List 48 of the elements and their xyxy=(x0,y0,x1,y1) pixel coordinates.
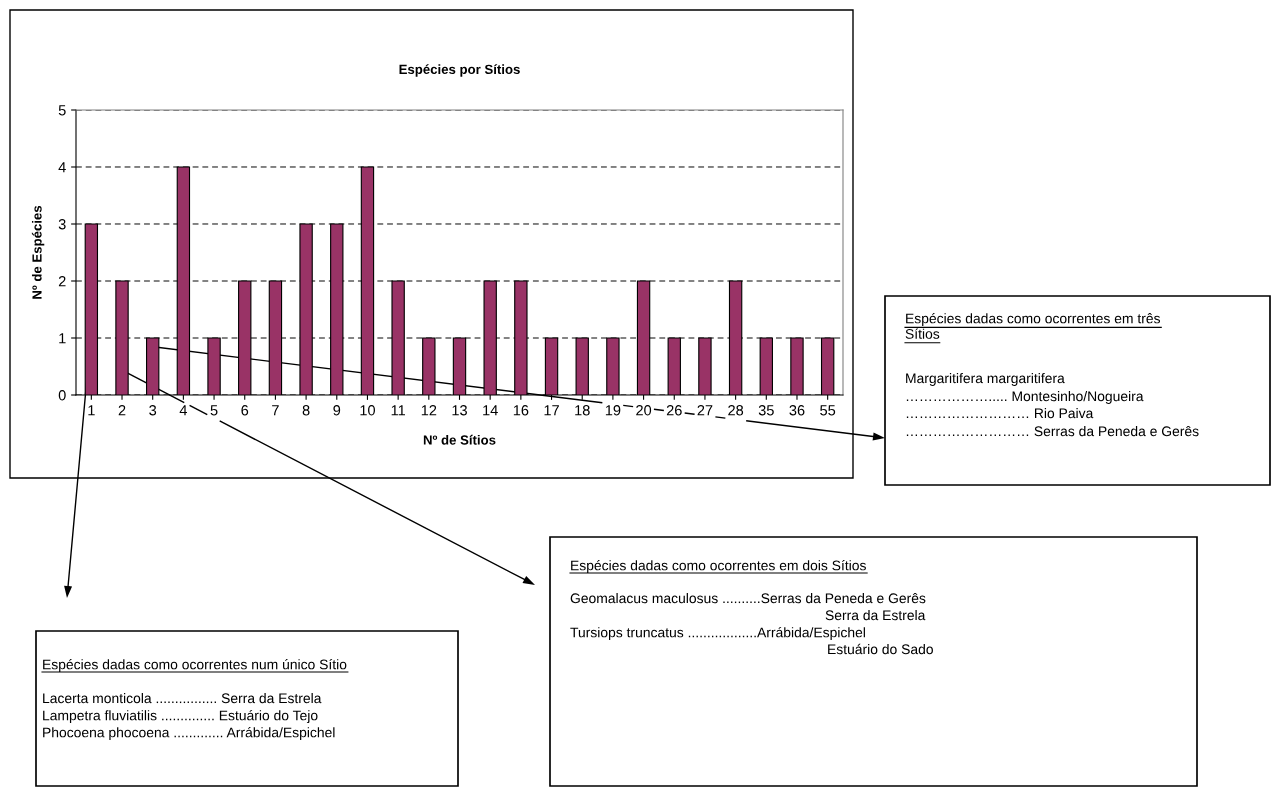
x-tick-label: 17 xyxy=(544,405,559,416)
y-tick-label: 1 xyxy=(59,333,66,344)
x-tick-label: 13 xyxy=(452,405,467,416)
text: Tursiops truncatus ..................Arrábida/Espichel xyxy=(570,627,865,641)
text: Espécies dadas como ocorrentes em três Sítios xyxy=(905,313,1161,339)
x-tick-label: 55 xyxy=(820,405,836,416)
y-axis-title: Nº de Espécies xyxy=(31,205,45,299)
text: ………………..... Montesinho/Nogueira xyxy=(906,391,1144,404)
x-tick-label: 36 xyxy=(789,405,805,416)
x-tick-label: 8 xyxy=(302,405,310,416)
text: Margaritifera margaritifera xyxy=(906,373,1065,386)
text: Espécies dadas como ocorrentes num único Sítio xyxy=(43,659,347,673)
x-tick-label: 6 xyxy=(241,405,249,416)
text: Phocoena phocoena ............. Arrábida/Espichel xyxy=(43,727,335,741)
text: Geomalacus maculosus ..........Serras da Peneda e Gerês xyxy=(570,592,926,604)
x-tick-label: 3 xyxy=(149,405,157,416)
x-tick-label: 35 xyxy=(758,405,774,416)
x-tick-label: 12 xyxy=(421,405,437,416)
x-tick-label: 20 xyxy=(636,405,652,416)
x-tick-label: 4 xyxy=(179,405,188,416)
y-tick-label: 3 xyxy=(58,219,66,230)
text: Serra da Estrela xyxy=(825,610,926,621)
x-tick-label: 26 xyxy=(666,405,682,416)
x-axis-title: Nº de Sítios xyxy=(423,434,496,445)
x-tick-label: 19 xyxy=(605,405,621,416)
text: Espécies dadas como ocorrentes em dois Sítios xyxy=(571,560,866,574)
y-tick-label: 2 xyxy=(58,276,66,287)
x-tick-label: 10 xyxy=(360,405,375,416)
x-tick-label: 14 xyxy=(483,405,498,416)
x-tick-label: 9 xyxy=(333,405,341,416)
x-tick-label: 11 xyxy=(391,405,405,416)
y-tick-label: 0 xyxy=(58,390,66,401)
x-tick-label: 2 xyxy=(118,405,126,416)
x-tick-label: 28 xyxy=(728,405,744,416)
x-tick-label: 27 xyxy=(697,405,713,416)
x-tick-label: 7 xyxy=(272,405,279,416)
text: ……………………… Serras da Peneda e Gerês xyxy=(906,425,1199,437)
text: Lampetra fluviatilis .............. Estuário do Tejo xyxy=(43,710,318,724)
y-tick-label: 4 xyxy=(58,162,66,173)
text: Lacerta monticola ................ Serra da Estrela xyxy=(43,693,322,704)
x-tick-label: 16 xyxy=(513,405,529,416)
x-tick-label: 1 xyxy=(88,405,95,416)
text: ……………………… Rio Paiva xyxy=(906,408,1094,419)
y-tick-label: 5 xyxy=(58,105,66,116)
x-tick-label: 18 xyxy=(575,405,590,416)
chart-title: Espécies por Sítios xyxy=(399,64,520,77)
text: Estuário do Sado xyxy=(828,643,933,655)
x-tick-label: 5 xyxy=(210,405,218,416)
